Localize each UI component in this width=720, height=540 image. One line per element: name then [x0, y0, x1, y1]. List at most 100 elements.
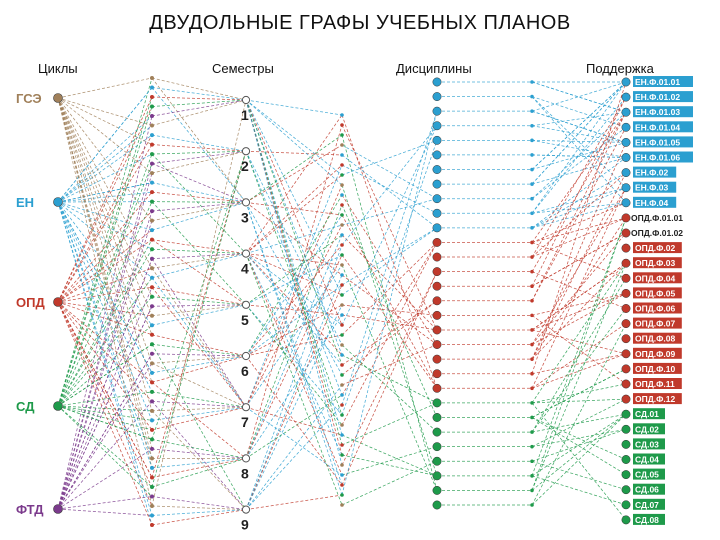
- connector-node: [530, 255, 534, 259]
- graph-edge: [245, 204, 343, 459]
- graph-edge: [57, 401, 153, 510]
- graph-edge: [151, 150, 247, 155]
- graph-edge: [531, 271, 627, 309]
- connector-node: [340, 183, 344, 187]
- graph-edge: [151, 77, 247, 101]
- graph-edge: [531, 262, 627, 360]
- graph-edge: [531, 217, 627, 476]
- support-label: ОПД.Ф.01.01: [631, 213, 683, 223]
- support-label-box: [633, 453, 665, 465]
- graph-edge: [151, 151, 247, 478]
- support-node: [621, 515, 631, 525]
- support-node: [621, 424, 631, 434]
- graph-edge: [151, 253, 247, 279]
- graph-edge: [57, 248, 153, 407]
- support-label: ОПД.Ф.07: [635, 319, 675, 329]
- support-node: [621, 394, 631, 404]
- graph-edge: [341, 344, 438, 433]
- graph-edge: [531, 81, 627, 170]
- graph-edge: [245, 150, 343, 156]
- connector-node: [530, 240, 534, 245]
- graph-edge: [531, 398, 627, 447]
- connector-node: [530, 182, 534, 186]
- graph-edge: [151, 87, 247, 101]
- graph-edge: [57, 97, 153, 450]
- support-label-box: [633, 347, 682, 359]
- graph-edge: [57, 97, 153, 364]
- discipline-node: [432, 413, 442, 422]
- intermediate-node: [150, 418, 154, 423]
- graph-edge: [57, 163, 153, 407]
- semester-label-9: 9: [241, 517, 249, 533]
- graph-edge: [57, 496, 153, 510]
- graph-edge: [151, 151, 247, 488]
- graph-edge: [57, 182, 153, 203]
- connector-node: [340, 263, 344, 267]
- support-node: [621, 137, 631, 147]
- graph-edge: [531, 81, 627, 374]
- graph-edge: [151, 99, 247, 117]
- graph-labels: ГСЭ ЕН ОПД СД ФТД 1 2 3 4 5 6 7 8 9 ЕН.Ф.01.01 ЕН.Ф.01.…: [16, 76, 693, 533]
- graph-edge: [57, 343, 153, 407]
- support-label: ЕН.Ф.01.02: [635, 92, 680, 102]
- connector-node: [340, 383, 344, 387]
- connector-node: [340, 393, 344, 397]
- graph-edge: [245, 494, 343, 510]
- header-support: Поддержка: [586, 61, 655, 76]
- support-node: [621, 92, 631, 102]
- graph-edge: [245, 355, 343, 486]
- intermediate-node: [150, 389, 154, 394]
- support-label-box: [633, 106, 693, 118]
- graph-edge: [151, 201, 247, 306]
- graph-edge: [151, 439, 247, 459]
- support-label: СД.08: [635, 515, 659, 525]
- support-label: ОПД.Ф.03: [635, 258, 675, 268]
- graph-edge: [531, 315, 627, 385]
- graph-edge: [57, 301, 153, 383]
- graph-edge: [245, 164, 343, 408]
- semester-node-3: [241, 198, 251, 207]
- graph-edge: [341, 227, 438, 296]
- intermediate-node: [150, 465, 154, 470]
- connector-node: [530, 474, 534, 478]
- connector-node: [530, 488, 534, 493]
- graph-edge: [531, 139, 627, 158]
- support-label: СД.03: [635, 439, 659, 449]
- intermediate-node: [150, 123, 154, 128]
- graph-edge: [57, 239, 153, 407]
- graph-edge: [245, 99, 343, 176]
- semester-node-5: [241, 300, 251, 309]
- connector-node: [340, 503, 344, 507]
- intermediate-node: [150, 285, 154, 290]
- graph-edge: [245, 384, 343, 510]
- graph-edge: [57, 191, 153, 203]
- graph-edge: [341, 300, 438, 366]
- intermediate-node: [150, 484, 154, 489]
- graph-edge: [531, 460, 627, 491]
- graph-edge: [151, 258, 247, 408]
- graph-edge: [151, 150, 247, 164]
- intermediate-node: [150, 456, 154, 461]
- graph-edge: [57, 97, 153, 335]
- graph-edge: [531, 402, 627, 521]
- discipline-node: [432, 150, 442, 160]
- graph-edge: [531, 217, 627, 491]
- graph-edge: [531, 329, 627, 355]
- support-label-box: [633, 91, 693, 103]
- intermediate-node: [150, 304, 154, 309]
- discipline-node: [432, 165, 442, 174]
- intermediate-node: [150, 370, 154, 375]
- graph-edge: [57, 306, 153, 510]
- graph-edge: [245, 214, 343, 357]
- support-label-box: [633, 287, 682, 299]
- graph-edge: [151, 87, 247, 203]
- graph-edge: [151, 406, 247, 421]
- graph-edge: [151, 410, 247, 510]
- graph-edge: [151, 344, 247, 510]
- graph-edge: [57, 405, 153, 488]
- support-node: [621, 319, 631, 329]
- graph-edge: [245, 99, 343, 456]
- graph-edge: [531, 323, 627, 389]
- graph-edge: [57, 211, 153, 510]
- support-label-box: [633, 196, 677, 208]
